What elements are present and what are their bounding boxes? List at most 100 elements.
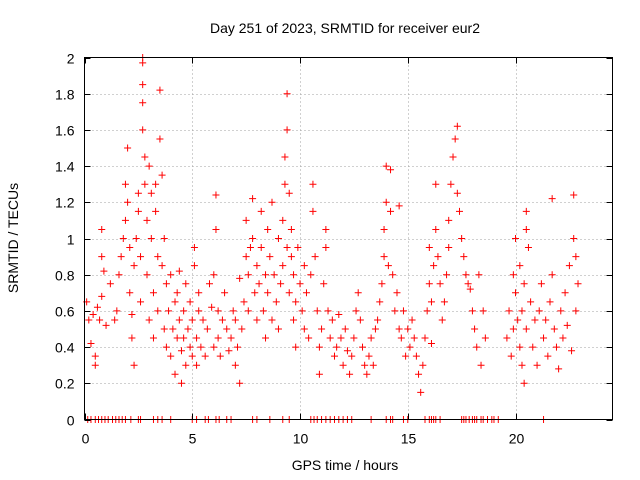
data-point [249,235,257,242]
data-point [447,180,455,188]
data-points [83,54,582,423]
y-tick-label: 1.4 [55,159,75,175]
data-point [139,126,147,134]
data-point [171,298,179,306]
data-point [477,361,485,369]
data-point [468,307,476,315]
data-point [423,307,431,315]
data-point [481,334,489,342]
data-point [522,207,530,215]
data-point [264,225,272,233]
data-point [533,361,541,369]
data-point [124,144,132,152]
data-point [113,307,121,315]
data-point [436,280,444,288]
data-point [225,347,233,355]
data-point [313,307,321,315]
data-point [154,253,162,261]
data-point [512,289,520,297]
y-tick-label: 2 [67,51,75,67]
data-point [330,352,338,360]
data-point [335,311,343,319]
data-point [242,216,250,224]
data-point [315,343,323,351]
data-point [387,207,395,215]
data-point [419,361,427,369]
data-point [190,262,198,270]
data-point [251,289,259,297]
data-point [141,153,149,161]
y-axis-label: SRMTID / TECUs [5,183,21,293]
data-point [458,235,466,242]
data-point [158,262,166,270]
data-point [287,225,295,233]
data-point [460,253,468,261]
data-point [346,370,354,378]
data-point [298,307,306,315]
data-point [160,325,168,333]
data-point [121,216,129,224]
data-point [285,189,293,197]
data-point [208,303,216,311]
data-point [274,325,282,333]
data-point [522,225,530,233]
data-point [397,334,405,342]
data-point [432,225,440,233]
data-point [130,361,138,369]
data-point [369,361,377,369]
data-point [240,298,248,306]
data-point [98,225,106,233]
data-point [389,271,397,279]
data-point [570,235,578,242]
data-point [540,334,548,342]
data-point [259,307,267,315]
data-point [201,352,209,360]
data-point [287,253,295,261]
data-point [141,180,149,188]
data-point [262,271,270,279]
data-point [514,316,522,324]
data-point [102,321,110,329]
data-point [173,289,181,297]
data-point [415,370,423,378]
data-point [190,244,198,252]
data-point [221,289,229,297]
data-point [253,262,261,270]
data-point [177,379,185,387]
data-point [445,216,453,224]
data-point [93,303,101,311]
data-point [285,289,293,297]
data-point [171,370,179,378]
data-point [391,307,399,315]
data-point [563,321,571,329]
data-point [537,280,545,288]
data-point [427,298,435,306]
data-point [188,316,196,324]
y-tick-label: 1.8 [55,87,75,103]
data-point [212,225,220,233]
data-point [290,271,298,279]
data-point [186,298,194,306]
data-point [434,253,442,261]
data-point [445,244,453,252]
data-point [145,162,153,170]
data-point [305,334,313,342]
data-point [402,352,410,360]
data-point [149,334,157,342]
data-point [326,334,334,342]
data-point [162,343,170,351]
data-point [408,316,416,324]
y-tick-label: 0 [67,413,75,429]
data-point [96,316,104,324]
data-point [281,180,289,188]
data-point [302,289,310,297]
data-point [427,339,435,347]
data-point [156,135,164,143]
data-point [363,370,371,378]
data-point [333,343,341,351]
data-point [311,253,319,261]
data-point [274,235,282,242]
y-tick-label: 1.2 [55,195,75,211]
data-point [296,280,304,288]
